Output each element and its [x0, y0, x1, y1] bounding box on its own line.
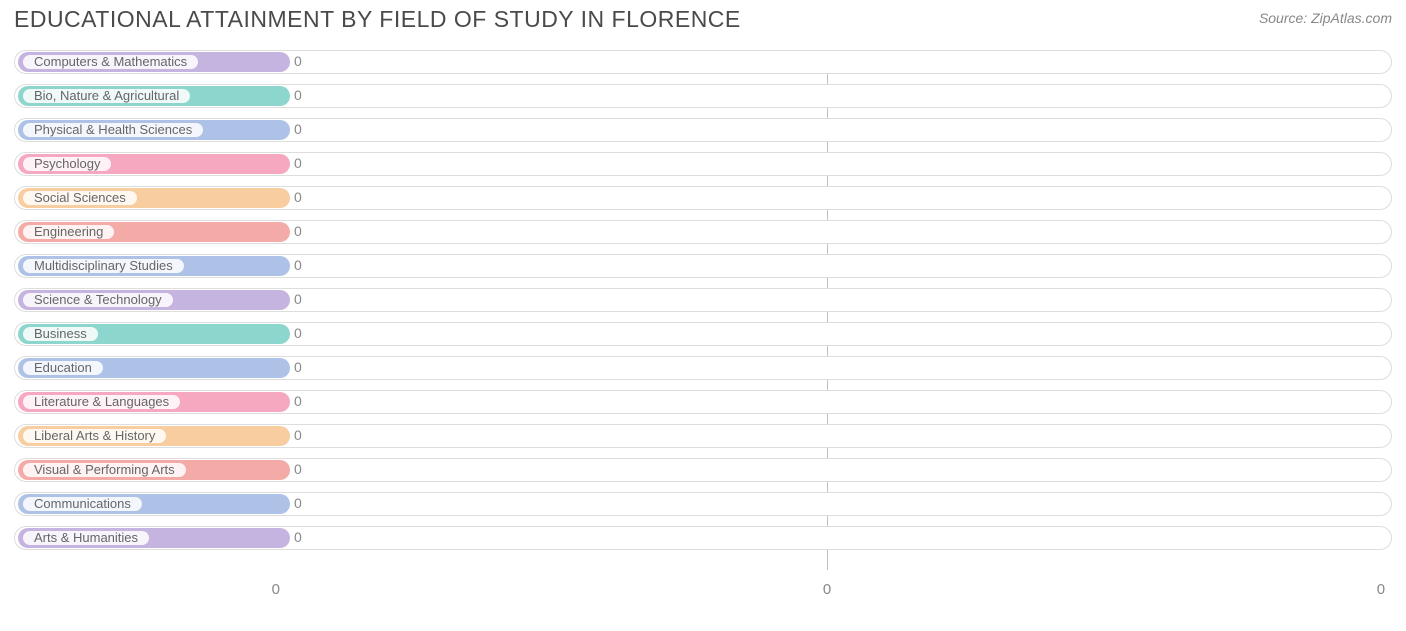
bar-value: 0: [294, 291, 302, 307]
bar: Engineering: [18, 222, 290, 242]
bar-value: 0: [294, 223, 302, 239]
bar-value: 0: [294, 461, 302, 477]
bar: Science & Technology: [18, 290, 290, 310]
bar: Physical & Health Sciences: [18, 120, 290, 140]
bar-value: 0: [294, 121, 302, 137]
bar-value: 0: [294, 53, 302, 69]
bar: Bio, Nature & Agricultural: [18, 86, 290, 106]
bar-value: 0: [294, 393, 302, 409]
bar-label: Visual & Performing Arts: [23, 463, 186, 477]
bar: Literature & Languages: [18, 392, 290, 412]
plot-area: Computers & Mathematics 0 Bio, Nature & Ag…: [14, 50, 1392, 570]
bar-label: Engineering: [23, 225, 114, 239]
bar-label: Literature & Languages: [23, 395, 180, 409]
bar-value: 0: [294, 257, 302, 273]
bar-value: 0: [294, 189, 302, 205]
bar: Multidisciplinary Studies: [18, 256, 290, 276]
bar-label: Business: [23, 327, 98, 341]
bar-value: 0: [294, 359, 302, 375]
chart-frame: EDUCATIONAL ATTAINMENT BY FIELD OF STUDY…: [0, 0, 1406, 631]
source-attribution: Source: ZipAtlas.com: [1259, 10, 1392, 26]
x-axis: 0 0 0: [14, 575, 1392, 605]
bar-label: Bio, Nature & Agricultural: [23, 89, 190, 103]
bar-label: Multidisciplinary Studies: [23, 259, 184, 273]
bar-label: Science & Technology: [23, 293, 173, 307]
chart-title: EDUCATIONAL ATTAINMENT BY FIELD OF STUDY…: [14, 6, 741, 33]
bar-label: Social Sciences: [23, 191, 137, 205]
bar-label: Computers & Mathematics: [23, 55, 198, 69]
bar: Business: [18, 324, 290, 344]
axis-tick-label: 0: [823, 581, 831, 598]
axis-tick-label: 0: [272, 581, 280, 598]
bar-label: Liberal Arts & History: [23, 429, 166, 443]
bar: Communications: [18, 494, 290, 514]
bar: Liberal Arts & History: [18, 426, 290, 446]
bar: Computers & Mathematics: [18, 52, 290, 72]
bar: Visual & Performing Arts: [18, 460, 290, 480]
bar-value: 0: [294, 155, 302, 171]
bar-label: Physical & Health Sciences: [23, 123, 203, 137]
bar: Arts & Humanities: [18, 528, 290, 548]
bar-value: 0: [294, 495, 302, 511]
bar-value: 0: [294, 529, 302, 545]
bar: Psychology: [18, 154, 290, 174]
bar: Social Sciences: [18, 188, 290, 208]
bar: Education: [18, 358, 290, 378]
bar-label: Education: [23, 361, 103, 375]
bar-label: Communications: [23, 497, 142, 511]
bar-value: 0: [294, 87, 302, 103]
bar-label: Psychology: [23, 157, 111, 171]
bar-value: 0: [294, 427, 302, 443]
bar-label: Arts & Humanities: [23, 531, 149, 545]
bar-value: 0: [294, 325, 302, 341]
axis-tick-label: 0: [1377, 581, 1385, 598]
